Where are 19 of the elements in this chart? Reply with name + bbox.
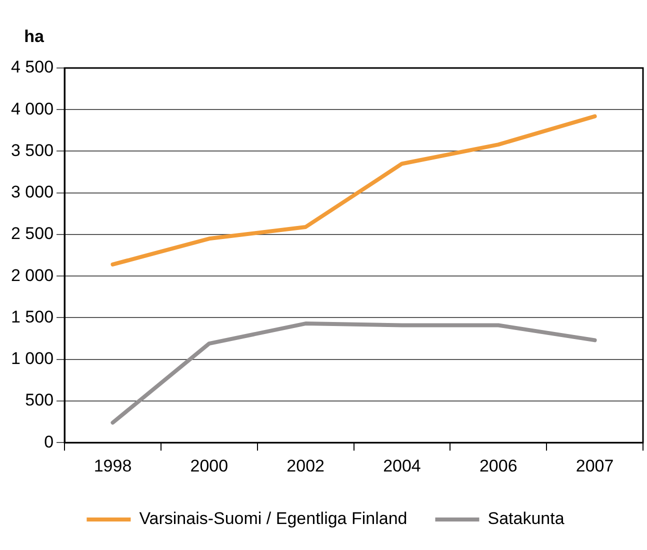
x-tick-label: 2004 [383, 456, 421, 476]
legend-label: Satakunta [488, 509, 565, 528]
x-tick-label: 2007 [576, 456, 614, 476]
y-tick-label: 3 000 [10, 182, 54, 202]
y-tick-label: 1 500 [10, 307, 54, 326]
y-tick-label: 0 [44, 432, 54, 452]
x-tick-label: 2006 [479, 456, 518, 476]
legend-label: Varsinais-Suomi / Egentliga Finland [139, 509, 408, 528]
y-tick-label: 4 500 [10, 58, 54, 77]
x-tick-label: 2002 [286, 456, 324, 476]
y-tick-label: 3 500 [10, 140, 54, 160]
y-tick-label: 2 000 [10, 266, 54, 285]
y-tick-label: 1 000 [10, 349, 54, 368]
y-axis-title: ha [24, 27, 44, 46]
y-tick-label: 2 500 [10, 224, 54, 244]
x-tick-label: 2000 [190, 456, 228, 476]
y-tick-label: 500 [25, 390, 54, 410]
y-tick-label: 4 000 [10, 99, 54, 118]
x-tick-label: 1998 [94, 456, 132, 476]
